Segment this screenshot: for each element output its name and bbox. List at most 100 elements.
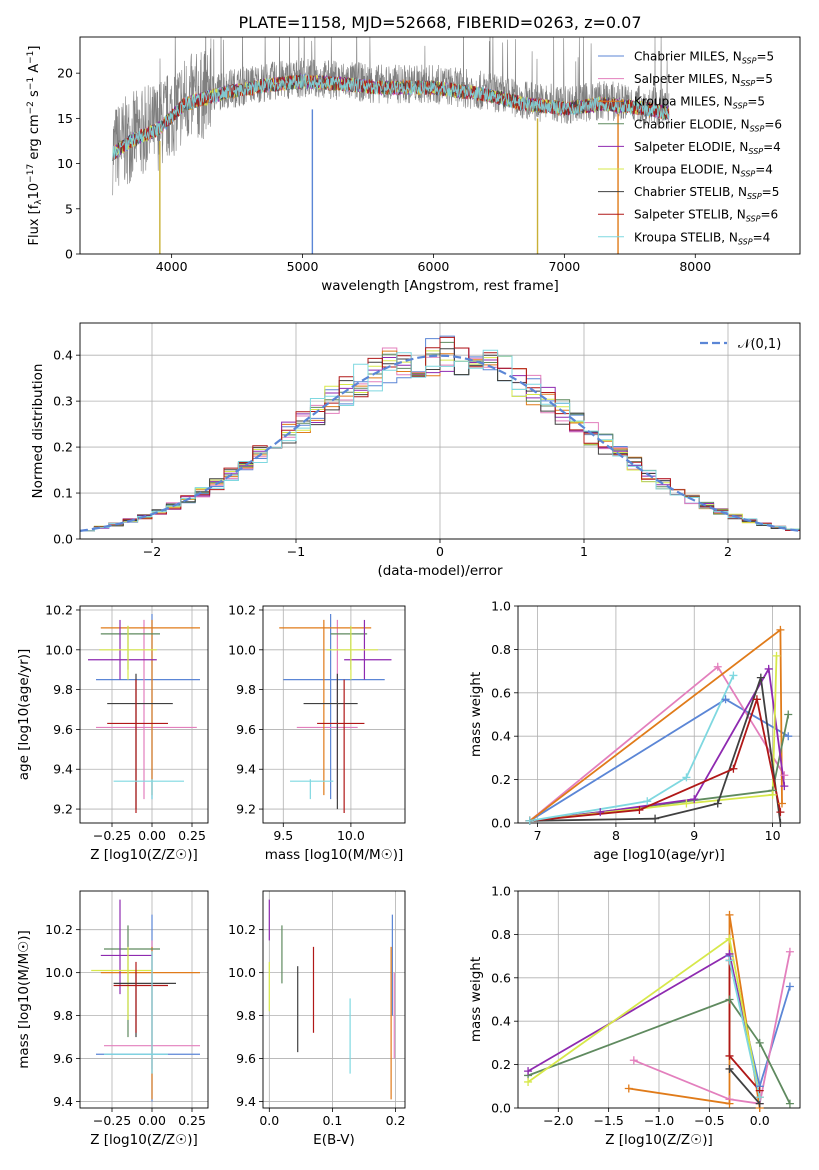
y-tick-label: 10.0 [228, 642, 256, 657]
mass-weight-marker [690, 795, 699, 804]
y-axis-label: mass weight [468, 672, 484, 757]
y-tick-label: 9.4 [53, 762, 73, 777]
legend-nssp: =5 [747, 95, 765, 109]
legend-subscript: SSP [741, 79, 756, 88]
mass-weight-marker [772, 651, 781, 660]
y-tick-label: 9.8 [236, 1008, 256, 1023]
y-tick-label: 0.4 [53, 348, 73, 363]
legend-label: Kroupa STELIB, NSSP=4 [634, 230, 770, 246]
y-tick-label: 0.6 [491, 685, 511, 700]
x-tick-label: −1.0 [644, 1113, 674, 1128]
y-tick-label: 0.0 [53, 532, 73, 547]
mass-weight-marker [682, 773, 691, 782]
y-tick-label: 15 [57, 111, 73, 126]
y-tick-label: 0 [65, 247, 73, 262]
y-axis-label-part: −2 [26, 101, 36, 114]
y-axis-label-part: erg cm [27, 114, 42, 163]
mass-weight-marker [524, 1077, 533, 1086]
y-tick-label: 9.6 [53, 722, 73, 737]
x-tick-label: 9 [690, 828, 698, 843]
y-tick-label: 9.6 [53, 1051, 73, 1066]
y-tick-label: 0.4 [491, 729, 511, 744]
y-tick-label: 0.0 [491, 1101, 511, 1116]
axes-frame [79, 322, 801, 540]
y-tick-label: 9.2 [236, 802, 256, 817]
x-tick-label: −0.25 [93, 1113, 131, 1128]
y-tick-label: 5 [65, 201, 73, 216]
y-tick-label: 9.8 [53, 1008, 73, 1023]
y-axis-label: age [log10(age/yr)] [16, 649, 32, 781]
mass-weight-marker [755, 1093, 764, 1102]
mass-weight-marker [729, 671, 738, 680]
y-tick-label: 10.2 [45, 922, 73, 937]
y-tick-label: 10.2 [228, 922, 256, 937]
plot-area-spectrum [112, 37, 670, 254]
mass-weight-marker [713, 662, 722, 671]
mass-weight-marker [768, 790, 777, 799]
legend-subscript: SSP [733, 102, 748, 111]
y-tick-label: 0.2 [53, 440, 73, 455]
y-tick-label: 1.0 [491, 884, 511, 899]
x-axis-label: Z [log10(Z/Z☉)] [605, 1132, 713, 1148]
x-tick-label: 0.2 [386, 1113, 406, 1128]
x-tick-label: 0.0 [259, 1113, 279, 1128]
mass-weight-marker [725, 1099, 734, 1108]
legend-label: Chabrier MILES, NSSP=5 [634, 50, 774, 66]
y-axis-label-part: λ [34, 199, 44, 205]
y-axis-label-part: ] [27, 46, 42, 51]
mass-weight-marker [524, 1067, 533, 1076]
y-axis-label-part: −1 [26, 77, 36, 90]
axes-frame [262, 605, 406, 824]
y-tick-label: 10.0 [228, 965, 256, 980]
mass-weight-line [529, 675, 735, 822]
x-tick-label: 8 [612, 828, 620, 843]
x-tick-label: 7000 [548, 259, 580, 274]
residual-histogram [80, 349, 800, 532]
y-tick-label: 0.1 [53, 486, 73, 501]
legend-label: Chabrier ELODIE, NSSP=6 [634, 117, 782, 133]
legend-label: Salpeter MILES, NSSP=5 [634, 72, 773, 88]
mass-weight-marker [780, 782, 789, 791]
figure-title: PLATE=1158, MJD=52668, FIBERID=0263, z=0… [238, 13, 641, 32]
legend-nssp: =4 [755, 163, 773, 177]
panel-age-vs-mass: 9.5 10.0 9.2 9.4 9.6 9.8 10.0 10.2 mass [log10(M… [228, 602, 406, 863]
panel-spectrum: 4000 5000 6000 7000 8000 0 5 10 15 20 wavelength [… [26, 36, 801, 294]
mass-weight-marker [785, 947, 794, 956]
x-tick-label: −2.0 [543, 1113, 573, 1128]
x-axis-label: age [log10(age/yr)] [593, 847, 725, 863]
y-tick-label: 0.6 [491, 970, 511, 985]
y-tick-label: 10.2 [228, 602, 256, 617]
plot-area-age-vs-mass [279, 613, 392, 814]
y-tick-label: 9.8 [53, 682, 73, 697]
y-axis-label-part: 10 [27, 183, 42, 200]
y-tick-label: 9.4 [53, 1094, 73, 1109]
legend-nssp: =4 [753, 230, 771, 244]
x-tick-label: 9.5 [273, 828, 293, 843]
mass-weight-marker [784, 732, 793, 741]
x-tick-label: −2 [143, 544, 161, 559]
x-tick-label: −1.5 [593, 1113, 623, 1128]
y-axis-label: mass [log10(M/M☉)] [16, 930, 32, 1069]
mass-weight-marker [755, 1038, 764, 1047]
y-axis-label: mass weight [468, 957, 484, 1042]
mass-weight-line [633, 951, 791, 1105]
mass-weight-marker [643, 797, 652, 806]
mass-weight-marker [629, 1056, 638, 1065]
mass-weight-marker [725, 1064, 734, 1073]
panel-massweight-vs-Z: −2.0 −1.5 −1.0 −0.5 0.0 0.0 0.2 0.4 0.6 0.8 1.0 Z [… [468, 884, 801, 1148]
legend-label: Salpeter STELIB, NSSP=6 [634, 208, 778, 224]
x-tick-label: 0.25 [178, 828, 206, 843]
y-axis-label-part: −17 [26, 164, 36, 183]
y-tick-label: 10.2 [45, 602, 73, 617]
x-tick-label: 8000 [679, 259, 711, 274]
axes-frame [517, 605, 801, 824]
legend-subscript: SSP [738, 237, 753, 246]
model-spectrum-line [112, 74, 670, 161]
mass-weight-marker [776, 625, 785, 634]
plot-area-residuals [80, 335, 800, 532]
legend-nssp: =6 [764, 117, 782, 131]
mass-weight-line [527, 937, 761, 1098]
axes-frame [79, 605, 209, 824]
y-tick-label: 9.8 [236, 682, 256, 697]
legend-subscript: SSP [746, 215, 761, 224]
